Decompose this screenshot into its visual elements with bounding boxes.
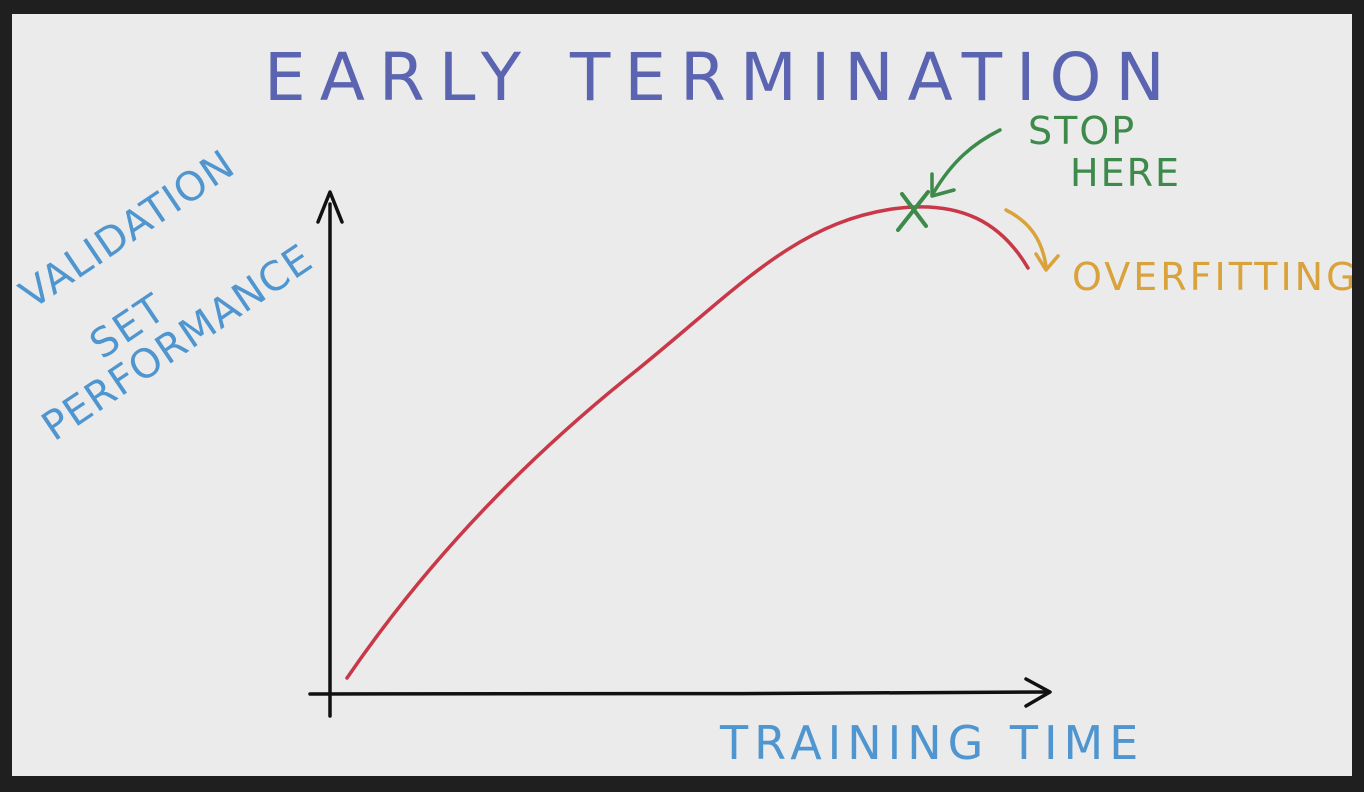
early-termination-diagram: EARLY TERMINATION VALIDATION SET PERFORM… [12,39,1352,770]
stop-arrow-shaft [932,128,1002,194]
stop-arrow-head [930,172,956,198]
y-axis-label: VALIDATION [12,141,243,318]
validation-curve [345,205,1030,680]
overfitting-label: OVERFITTING [1072,255,1352,299]
y-axis [316,190,344,718]
stop-arrow [930,128,1002,198]
overfitting-arrow [1004,208,1060,272]
stop-label-line-1: STOP [1028,109,1136,153]
diagram-title: EARLY TERMINATION [264,39,1179,116]
x-axis-label: TRAINING TIME [719,716,1144,770]
stop-marker-stroke-2 [900,192,928,228]
diagram-canvas: EARLY TERMINATION VALIDATION SET PERFORM… [12,14,1352,776]
overfitting-arrow-head [1034,252,1060,272]
stop-label-line-2: HERE [1070,151,1181,195]
x-axis [308,677,1052,708]
y-axis-arrowhead [316,190,344,224]
y-axis-label-line-1: VALIDATION [12,141,243,318]
x-axis-arrowhead [1024,677,1052,708]
x-axis-line [308,690,1048,696]
overfitting-arrow-shaft [1004,208,1048,268]
stop-marker [896,190,930,232]
